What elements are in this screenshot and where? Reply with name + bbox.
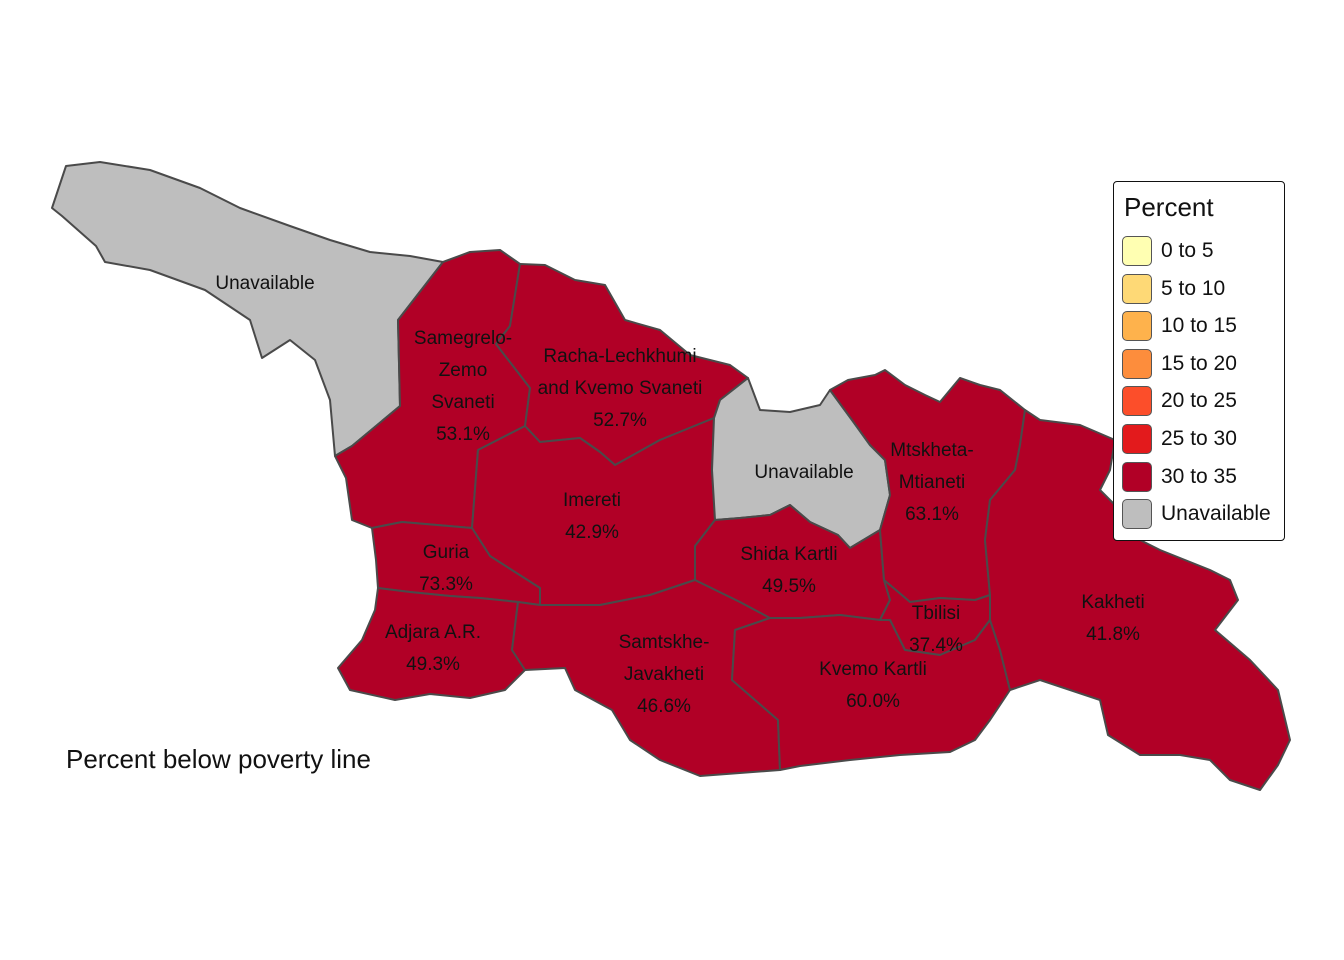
legend-swatch xyxy=(1122,236,1152,266)
region-label-mtskheta-mtianeti: Mtianeti xyxy=(899,472,966,493)
legend-item: 10 to 15 xyxy=(1122,309,1237,343)
legend-label: 10 to 15 xyxy=(1161,314,1237,338)
region-label-samegrelo-zemo-svaneti: Samegrelo- xyxy=(414,328,512,349)
region-label-abkhazia: Unavailable xyxy=(215,273,314,294)
legend-swatch xyxy=(1122,424,1152,454)
legend-item: 0 to 5 xyxy=(1122,234,1214,268)
legend-swatch xyxy=(1122,311,1152,342)
legend-label: 15 to 20 xyxy=(1161,351,1237,375)
legend-item: 15 to 20 xyxy=(1122,347,1237,381)
region-kvemo-kartli xyxy=(731,614,1011,771)
region-label-imereti: Imereti xyxy=(563,490,621,511)
legend-swatch xyxy=(1122,386,1152,417)
regions-layer xyxy=(51,161,1291,791)
region-adjara-a-r xyxy=(337,587,526,701)
region-label-samegrelo-zemo-svaneti: 53.1% xyxy=(436,424,490,445)
legend-label: 0 to 5 xyxy=(1161,239,1214,262)
region-label-shida-kartli: Shida Kartli xyxy=(740,544,837,565)
region-label-racha-lechkhumi-and-kvemo-svaneti: 52.7% xyxy=(593,410,647,431)
region-label-racha-lechkhumi-and-kvemo-svaneti: and Kvemo Svaneti xyxy=(538,378,703,399)
region-label-mtskheta-mtianeti: Mtskheta- xyxy=(890,440,973,461)
legend-label: 5 to 10 xyxy=(1161,276,1226,300)
legend-swatch xyxy=(1122,499,1152,530)
legend-label: 25 to 30 xyxy=(1161,427,1237,450)
region-label-shida-kartli: 49.5% xyxy=(762,576,816,597)
region-label-samtskhe-javakheti: Samtskhe- xyxy=(619,632,710,653)
region-label-kakheti: 41.8% xyxy=(1086,624,1140,645)
region-label-adjara-a-r: Adjara A.R. xyxy=(385,622,481,643)
region-label-guria: 73.3% xyxy=(419,574,473,595)
legend-label: 30 to 35 xyxy=(1161,464,1237,488)
region-abkhazia xyxy=(51,161,444,457)
region-label-south-ossetia: Unavailable xyxy=(754,462,853,483)
region-label-kvemo-kartli: Kvemo Kartli xyxy=(819,659,927,680)
labels-layer: Unavailable Samegrelo- Zemo Svaneti 53.1% Rac… xyxy=(215,273,1144,717)
region-label-mtskheta-mtianeti: 63.1% xyxy=(905,504,959,525)
region-label-samegrelo-zemo-svaneti: Svaneti xyxy=(431,392,494,413)
region-label-samtskhe-javakheti: Javakheti xyxy=(624,664,704,685)
legend-item: 20 to 25 xyxy=(1122,384,1237,418)
legend-item: 5 to 10 xyxy=(1122,272,1225,306)
region-label-racha-lechkhumi-and-kvemo-svaneti: Racha-Lechkhumi xyxy=(543,346,696,367)
region-label-tbilisi: 37.4% xyxy=(909,635,963,656)
region-label-samegrelo-zemo-svaneti: Zemo xyxy=(439,360,488,381)
region-label-tbilisi: Tbilisi xyxy=(912,603,961,624)
region-label-samtskhe-javakheti: 46.6% xyxy=(637,696,691,717)
legend-swatch xyxy=(1122,348,1152,379)
region-label-imereti: 42.9% xyxy=(565,522,619,543)
legend-title: Percent xyxy=(1124,192,1214,222)
legend-swatch xyxy=(1122,273,1152,304)
legend-item: 30 to 35 xyxy=(1122,460,1237,494)
region-label-kakheti: Kakheti xyxy=(1081,592,1144,613)
map-caption: Percent below poverty line xyxy=(66,744,371,774)
legend-item: 25 to 30 xyxy=(1122,422,1237,456)
region-label-kvemo-kartli: 60.0% xyxy=(846,691,900,712)
legend-swatch xyxy=(1122,461,1152,492)
legend: Percent 0 to 5 5 to 10 10 to 15 15 to 20 20 … xyxy=(1113,181,1285,541)
legend-label: Unavailable xyxy=(1161,502,1271,526)
legend-item: Unavailable xyxy=(1122,497,1271,531)
legend-label: 20 to 25 xyxy=(1161,389,1237,413)
region-kakheti xyxy=(984,409,1291,791)
region-label-guria: Guria xyxy=(423,542,470,563)
region-label-adjara-a-r: 49.3% xyxy=(406,654,460,675)
